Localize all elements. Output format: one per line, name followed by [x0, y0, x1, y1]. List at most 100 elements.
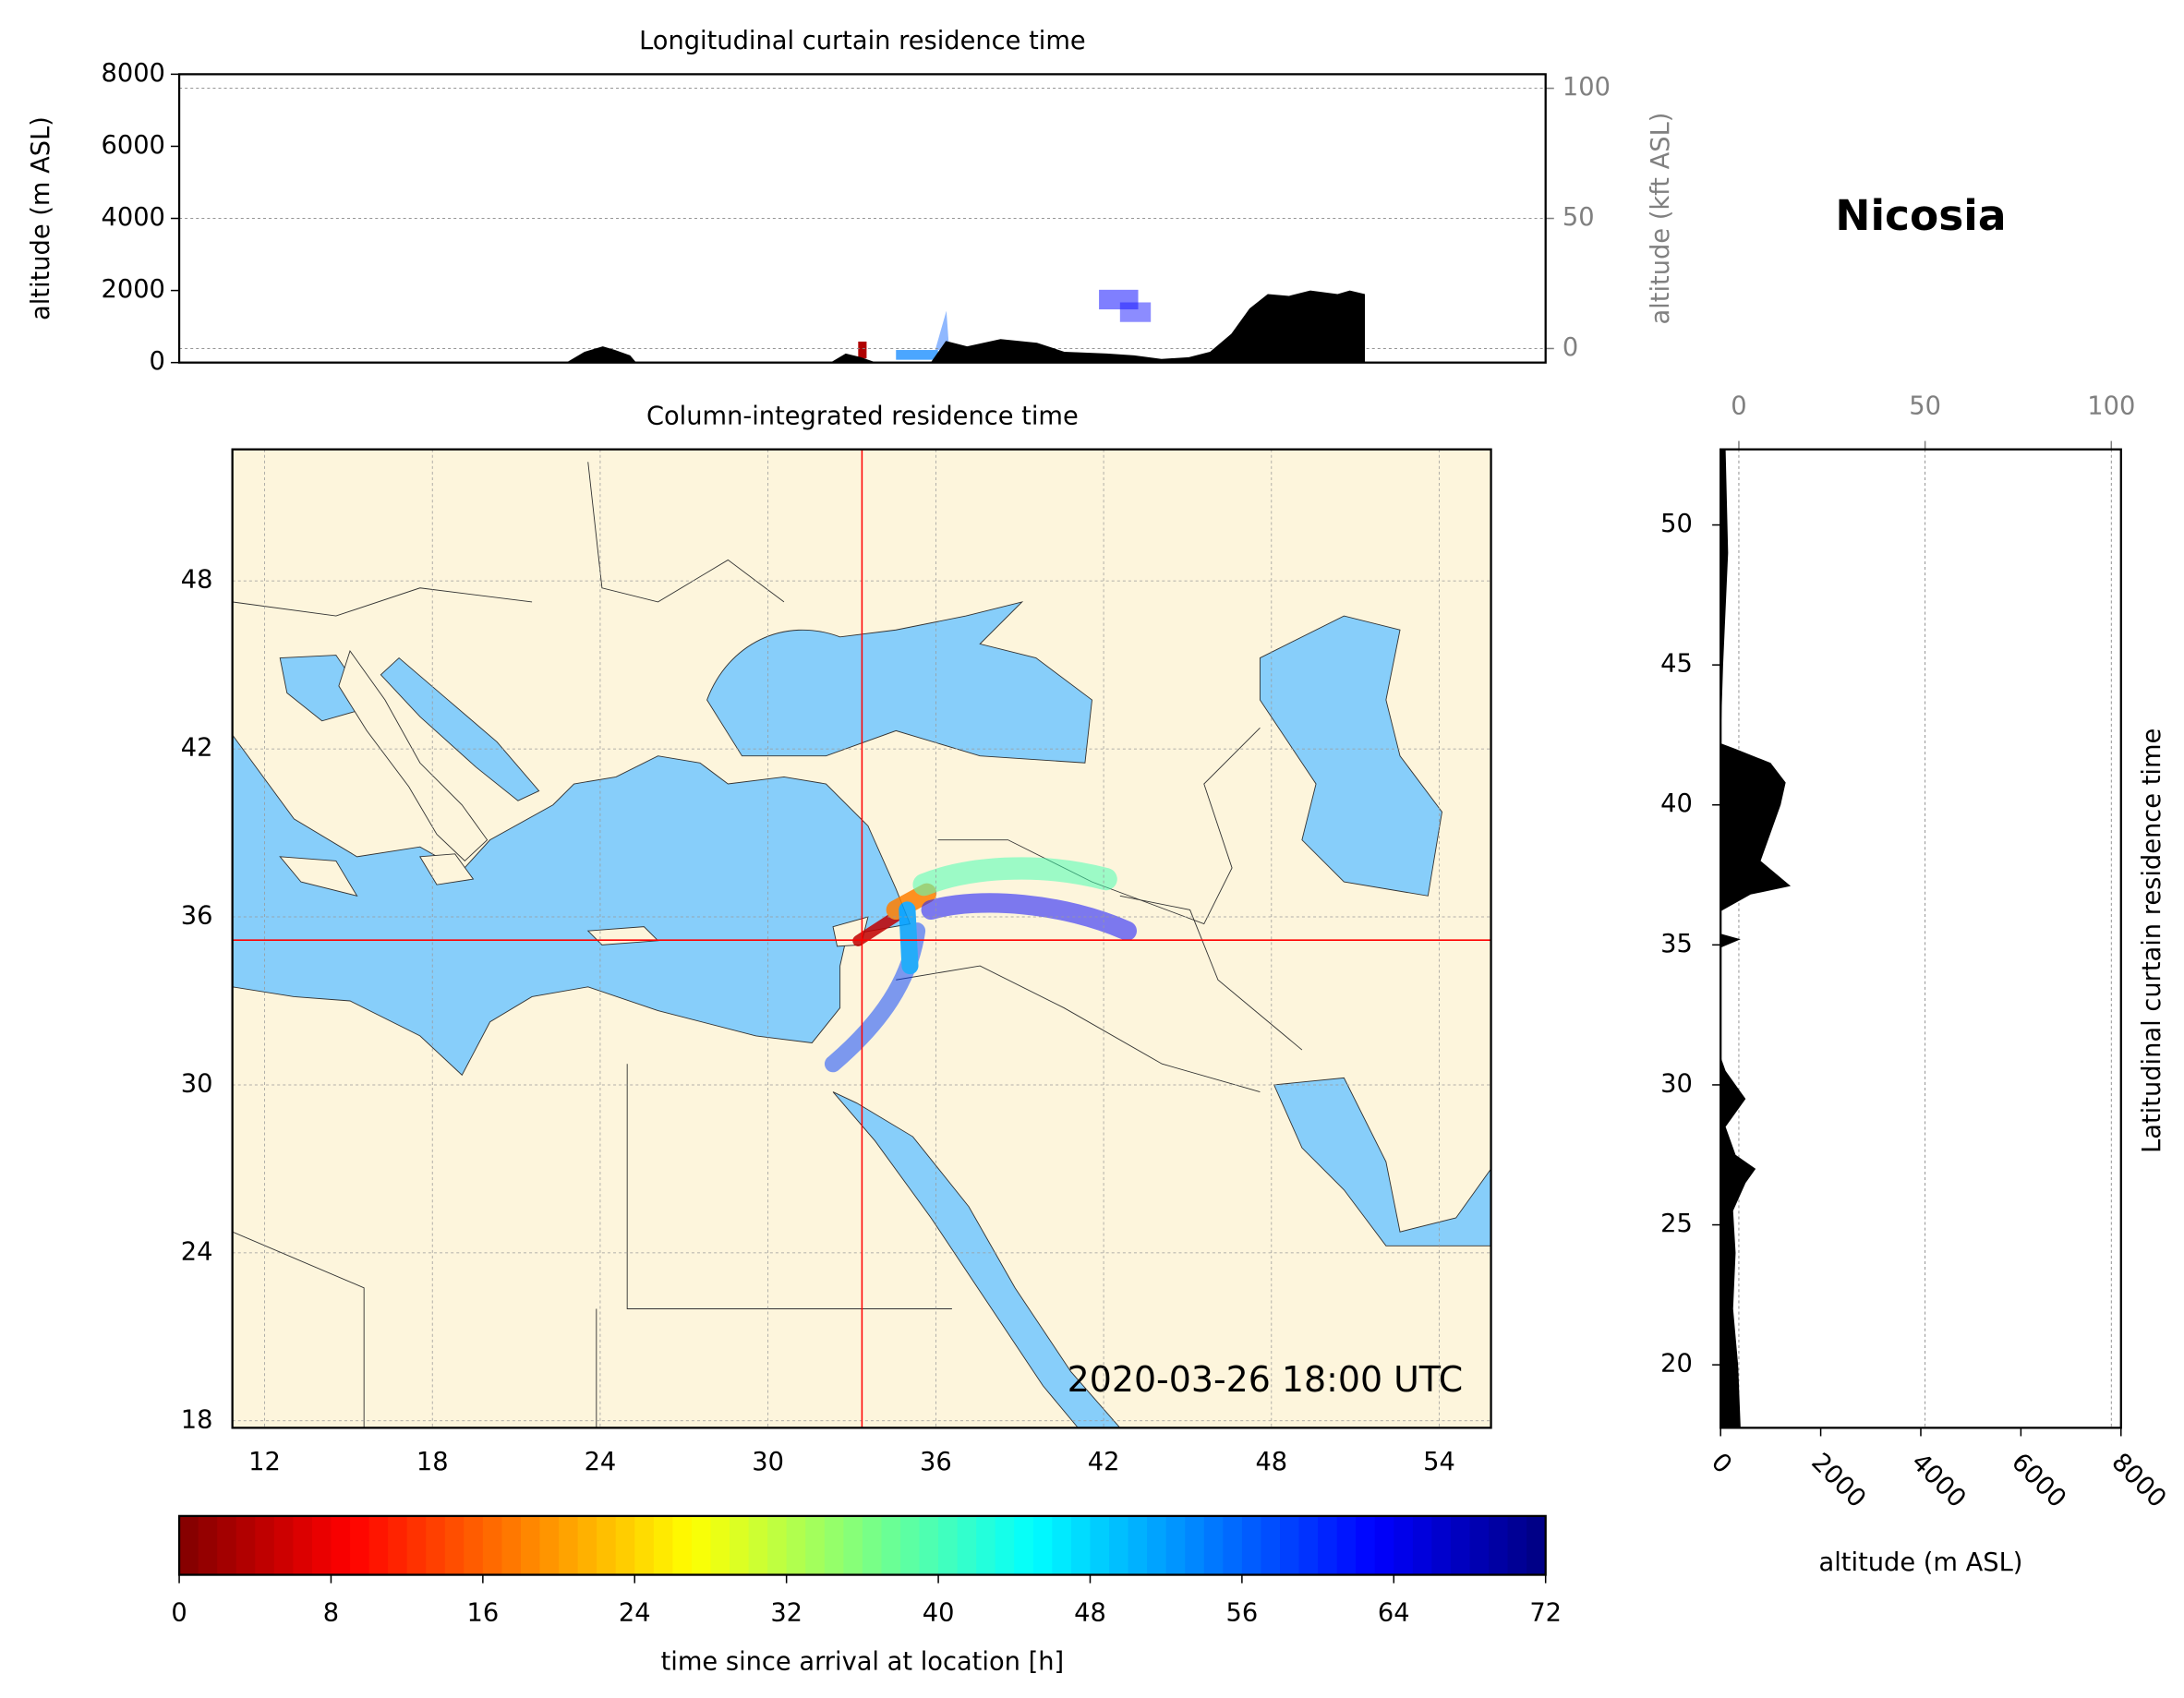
curtain-patches	[858, 289, 1152, 360]
y-tick-label: 35	[1660, 930, 1693, 958]
colorbar-swatch	[331, 1515, 351, 1575]
y-tick-label: 0	[150, 347, 165, 376]
x-tick-label: 36	[920, 1448, 952, 1476]
colorbar-swatch	[1298, 1515, 1319, 1575]
colorbar-swatch	[368, 1515, 389, 1575]
y-tick-label: 18	[181, 1405, 213, 1434]
colorbar-swatch	[710, 1515, 730, 1575]
y-tick-label: 20	[1660, 1350, 1693, 1379]
y-tick-label: 48	[181, 566, 213, 595]
map-annotation: 2020-03-26 18:00 UTC	[1068, 1359, 1464, 1400]
y-tick-label: 6000	[102, 131, 165, 160]
colorbar-swatch	[862, 1515, 883, 1575]
colorbar-swatch	[1070, 1515, 1092, 1575]
x-tick-label: 24	[585, 1448, 617, 1476]
colorbar-swatch	[1431, 1515, 1452, 1575]
y2-tick-label: 50	[1563, 203, 1595, 232]
colorbar-swatch	[938, 1515, 959, 1575]
y-tick-label: 40	[1660, 789, 1693, 818]
x-tick-label: 42	[1088, 1448, 1120, 1476]
colorbar-swatch	[520, 1515, 541, 1575]
colorbar-swatch	[577, 1515, 597, 1575]
y2-tick-label: 100	[1563, 73, 1611, 102]
y-tick-label: 30	[181, 1069, 213, 1098]
colorbar-swatch	[501, 1515, 522, 1575]
colorbar-swatch	[767, 1515, 788, 1575]
colorbar-swatch	[388, 1515, 408, 1575]
y-tick-label: 50	[1660, 510, 1693, 538]
colorbar-swatch	[1261, 1515, 1281, 1575]
colorbar-swatch	[1223, 1515, 1243, 1575]
colorbar-swatch	[179, 1515, 199, 1575]
y-tick-label: 2000	[102, 275, 165, 304]
colorbar-swatch	[426, 1515, 446, 1575]
terrain-area	[566, 290, 1366, 363]
x-tick-label: 30	[752, 1448, 784, 1476]
colorbar-tick-label: 32	[770, 1599, 802, 1628]
colorbar-swatch	[919, 1515, 939, 1575]
colorbar-swatch	[1412, 1515, 1433, 1575]
colorbar-swatch	[406, 1515, 427, 1575]
colorbar-swatch	[843, 1515, 863, 1575]
terrain-area	[1720, 449, 1792, 1428]
colorbar-swatch	[539, 1515, 560, 1575]
colorbar-swatch	[198, 1515, 218, 1575]
colorbar-swatch	[615, 1515, 636, 1575]
axes-frame	[231, 448, 1492, 1429]
axes-frame	[177, 1514, 1547, 1576]
x-tick-label: 48	[1255, 1448, 1287, 1476]
colorbar-swatch	[995, 1515, 1016, 1575]
colorbar-swatch	[1279, 1515, 1300, 1575]
colorbar-swatch	[597, 1515, 617, 1575]
colorbar-swatch	[1507, 1515, 1527, 1575]
colorbar-swatch	[1185, 1515, 1205, 1575]
top-y2label: altitude (kft ASL)	[1647, 113, 1675, 325]
colorbar-swatch	[1336, 1515, 1357, 1575]
x-tick-label: 18	[416, 1448, 449, 1476]
x2-tick-label: 100	[2087, 392, 2135, 421]
colorbar-swatch	[805, 1515, 826, 1575]
colorbar-swatch	[1109, 1515, 1129, 1575]
colorbar-swatch	[748, 1515, 768, 1575]
colorbar-swatch	[1147, 1515, 1167, 1575]
colorbar-swatch	[1032, 1515, 1054, 1575]
map-title: Column-integrated residence time	[646, 402, 1079, 430]
axes-frame	[1719, 448, 2122, 1429]
colorbar-swatch	[1489, 1515, 1509, 1575]
x2-tick-label: 0	[1731, 392, 1746, 421]
y-tick-label: 25	[1660, 1210, 1693, 1238]
x-tick-label: 54	[1423, 1448, 1455, 1476]
y-tick-label: 36	[181, 902, 213, 931]
colorbar-tick-label: 48	[1074, 1599, 1106, 1628]
top-title: Longitudinal curtain residence time	[639, 27, 1086, 55]
colorbar-tick-label: 16	[467, 1599, 500, 1628]
colorbar-tick-label: 56	[1226, 1599, 1259, 1628]
colorbar-swatch	[1374, 1515, 1395, 1575]
colorbar-swatch	[1394, 1515, 1414, 1575]
colorbar-swatch	[1014, 1515, 1034, 1575]
colorbar-swatch	[672, 1515, 693, 1575]
colorbar-swatch	[1165, 1515, 1186, 1575]
colorbar-swatch	[881, 1515, 901, 1575]
y-tick-label: 42	[181, 734, 213, 763]
colorbar-swatch	[824, 1515, 845, 1575]
colorbar-swatch	[217, 1515, 237, 1575]
y-tick-label: 45	[1660, 650, 1693, 679]
colorbar-swatch	[691, 1515, 712, 1575]
colorbar-tick-label: 72	[1529, 1599, 1562, 1628]
y2-tick-label: 0	[1563, 333, 1578, 362]
y-tick-label: 8000	[102, 59, 165, 88]
colorbar-swatch	[1052, 1515, 1072, 1575]
colorbar-swatch	[1469, 1515, 1490, 1575]
colorbar-swatch	[634, 1515, 655, 1575]
colorbar-tick-label: 8	[323, 1599, 339, 1628]
colorbar-swatch	[1318, 1515, 1338, 1575]
colorbar-swatch	[1203, 1515, 1225, 1575]
side-ylabel: Latitudinal curtain residence time	[2138, 729, 2166, 1153]
side-xlabel: altitude (m ASL)	[1819, 1548, 2023, 1577]
colorbar-swatch	[444, 1515, 465, 1575]
colorbar-swatch	[255, 1515, 275, 1575]
top-ylabel: altitude (m ASL)	[27, 116, 55, 320]
colorbar-swatch	[482, 1515, 503, 1575]
colorbar-swatch	[350, 1515, 370, 1575]
